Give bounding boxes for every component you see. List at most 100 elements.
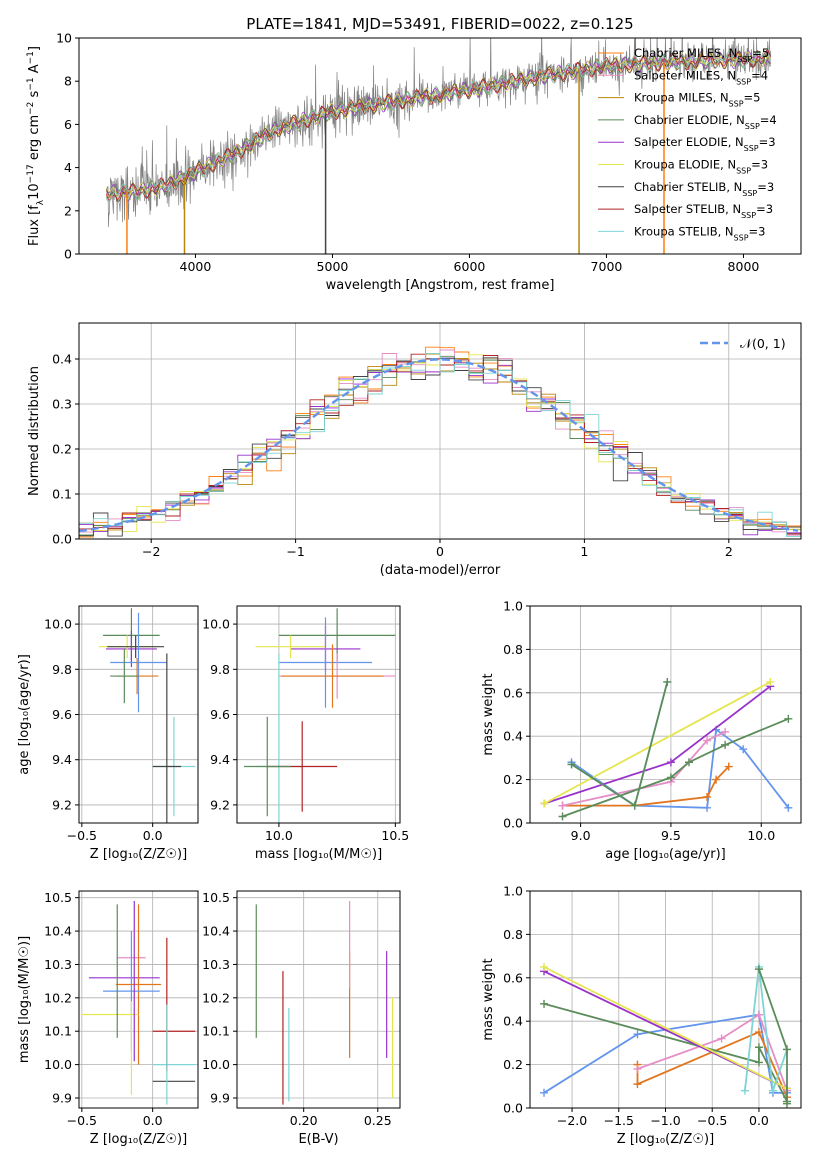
x-tick-label: 1 (580, 544, 588, 559)
weight-marker (740, 1086, 749, 1095)
y-tick-label: 9.4 (210, 752, 230, 767)
weight-line (636, 1030, 788, 1098)
weight-marker (684, 758, 693, 767)
x-tick-label: 0.20 (290, 1113, 318, 1128)
y-tick-label: 0.2 (503, 1057, 523, 1072)
x-tick-label: 10.0 (265, 828, 293, 843)
plot-area (243, 608, 396, 823)
weight-marker (630, 801, 639, 810)
x-axis-label: (data-model)/error (380, 563, 501, 578)
y-tick-label: 0.3 (52, 397, 72, 412)
plot-area (106, 38, 771, 254)
y-tick-label: 0.8 (503, 642, 523, 657)
y-tick-label: 6 (64, 117, 72, 132)
x-tick-label: −1 (286, 544, 304, 559)
panel-spectrum: 4000 5000 6000 7000 8000 0 2 4 6 8 10 wavelength [A… (26, 31, 802, 293)
x-axis-label: Z [log₁₀(Z/Z☉)] (90, 1132, 187, 1147)
x-tick-label: 0.0 (749, 1113, 769, 1128)
x-tick-label: 0 (436, 544, 444, 559)
plot-area (98, 608, 196, 823)
plot-area (540, 677, 793, 821)
y-tick-label: 10.0 (44, 617, 72, 632)
legend-label: Salpeter ELODIE, NSSP=3 (634, 135, 776, 153)
y-tick-label: 2 (64, 203, 72, 218)
y-tick-label: 0.0 (503, 1101, 523, 1116)
y-tick-label: 10.0 (202, 617, 230, 632)
x-tick-label: −0.5 (697, 1113, 727, 1128)
y-axis-label: age [log₁₀(age/yr)] (17, 654, 32, 775)
x-axis-label: Z [log₁₀(Z/Z☉)] (90, 847, 187, 862)
plot-area (540, 962, 791, 1108)
weight-marker (768, 1086, 777, 1095)
weight-marker (784, 714, 793, 723)
y-tick-label: 0.6 (503, 685, 523, 700)
y-tick-label: 10.1 (44, 1024, 72, 1039)
y-tick-label: 1.0 (503, 884, 523, 899)
weight-marker (754, 1010, 763, 1019)
y-tick-label: 9.8 (52, 662, 72, 677)
weight-marker (784, 803, 793, 812)
weight-marker (721, 740, 730, 749)
y-tick-label: 10.0 (44, 1057, 72, 1072)
panel-age_vs_mass: 10.0 10.5 9.2 9.4 9.6 9.8 10.0 mass [log₁₀(M/M☉… (202, 605, 409, 862)
weight-line (744, 966, 788, 1091)
y-tick-label: 9.9 (210, 1090, 230, 1105)
y-tick-label: 10.0 (202, 1057, 230, 1072)
x-tick-label: 8000 (728, 259, 760, 274)
x-axis-label: Z [log₁₀(Z/Z☉)] (617, 1132, 714, 1147)
y-axis-label: mass [log₁₀(M/M☉)] (17, 936, 32, 1063)
weight-marker (666, 758, 675, 767)
weight-marker (558, 801, 567, 810)
x-axis-label: age [log₁₀(age/yr)] (605, 847, 726, 862)
y-tick-label: 1.0 (503, 599, 523, 614)
y-tick-label: 0.2 (503, 772, 523, 787)
x-tick-label: −1.0 (650, 1113, 680, 1128)
y-tick-label: 9.4 (52, 752, 72, 767)
x-tick-label: 0.0 (143, 828, 163, 843)
weight-line (637, 1013, 788, 1091)
x-tick-label: 10.0 (747, 828, 775, 843)
x-tick-label: 7000 (591, 259, 623, 274)
y-tick-label: 0.4 (52, 352, 72, 367)
y-axis-label: mass weight (481, 673, 496, 755)
y-tick-label: 10.1 (202, 1024, 230, 1039)
model-line (106, 50, 771, 202)
model-line (106, 50, 771, 203)
weight-marker (724, 762, 733, 771)
weight-marker (703, 792, 712, 801)
x-tick-label: −2 (142, 544, 160, 559)
y-tick-label: 0.4 (503, 1014, 523, 1029)
y-tick-label: 0.6 (503, 970, 523, 985)
weight-marker (633, 1030, 642, 1039)
axes-frame (78, 37, 802, 255)
weight-line (544, 681, 771, 805)
weight-marker (717, 1034, 726, 1043)
x-tick-label: 10.5 (381, 828, 409, 843)
y-tick-label: 10.3 (202, 957, 230, 972)
y-tick-label: 10.4 (44, 924, 72, 939)
y-tick-label: 0.0 (52, 532, 72, 547)
plot-area (79, 346, 801, 539)
y-tick-label: 10.2 (44, 990, 72, 1005)
axes-frame (78, 890, 199, 1109)
y-tick-label: 9.2 (210, 797, 230, 812)
x-tick-label: 0.0 (143, 1113, 163, 1128)
axes-frame (529, 605, 802, 824)
legend-label: Kroupa STELIB, NSSP=3 (634, 224, 765, 242)
weight-marker (540, 1088, 549, 1097)
x-tick-label: 0.25 (364, 1113, 392, 1128)
legend-label: Salpeter STELIB, NSSP=3 (634, 202, 773, 220)
y-tick-label: 10.3 (44, 957, 72, 972)
panel-mass_vs_z: −0.5 0.0 9.9 10.0 10.1 10.2 10.3 10.4 10.5 Z [log… (17, 890, 199, 1147)
weight-marker (633, 1064, 642, 1073)
weight-marker (558, 812, 567, 821)
weight-marker (754, 1058, 763, 1067)
x-tick-label: 2 (725, 544, 733, 559)
normal-curve (79, 358, 799, 533)
y-tick-label: 0.0 (503, 816, 523, 831)
weight-marker (663, 677, 672, 686)
weight-marker (633, 1080, 642, 1089)
weight-marker (540, 799, 549, 808)
y-tick-label: 10.5 (202, 890, 230, 905)
weight-marker (703, 803, 712, 812)
